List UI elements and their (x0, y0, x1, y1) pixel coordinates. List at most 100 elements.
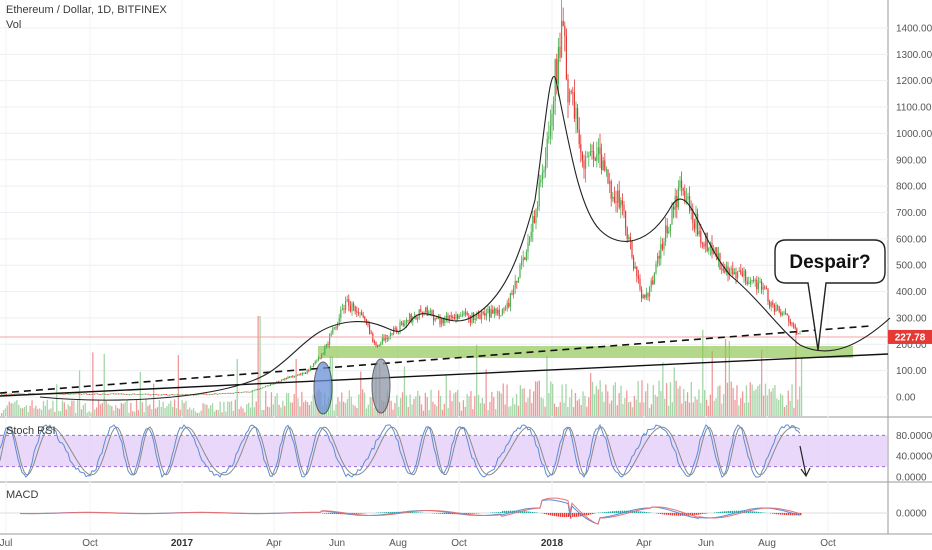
macd-histogram-bar (586, 513, 588, 516)
candle-body (781, 313, 783, 316)
volume-bar (721, 403, 723, 416)
candle-body (100, 394, 102, 395)
candle-body (367, 323, 369, 326)
candle-body (401, 322, 403, 324)
volume-bar (225, 411, 227, 416)
volume-bar (751, 384, 753, 416)
macd-histogram-bar (386, 512, 388, 513)
candle-body (298, 373, 300, 375)
candle-body (95, 393, 97, 395)
candle-body (293, 376, 295, 378)
candle-body (613, 196, 615, 202)
volume-bar (688, 402, 691, 416)
date-tick-label: Aug (758, 538, 776, 549)
candle-body (113, 393, 115, 395)
volume-bar (259, 316, 261, 416)
candle-body (337, 323, 339, 328)
macd-label: MACD (6, 489, 39, 501)
macd-histogram-bar (332, 513, 334, 514)
candle-body (596, 153, 598, 161)
candle-body (445, 315, 447, 318)
candle-body (706, 232, 708, 251)
candle-body (762, 287, 764, 290)
candle-body (738, 270, 740, 272)
candle-body (717, 253, 719, 260)
volume-bar (132, 411, 134, 416)
candle-body (761, 281, 763, 290)
volume-bar (732, 387, 734, 416)
candle-body (586, 156, 588, 158)
candle-body (593, 151, 595, 159)
volume-bar (373, 407, 375, 416)
macd-histogram-bar (354, 513, 356, 514)
candle-body (724, 270, 726, 273)
candle-body (402, 322, 404, 326)
macd-histogram-bar (778, 513, 780, 515)
volume-bar (422, 410, 425, 416)
candle-body (156, 394, 158, 395)
macd-histogram-bar (668, 513, 670, 516)
volume-bar (31, 400, 33, 416)
candle-body (4, 393, 6, 395)
candle-body (300, 373, 302, 375)
candle-body (391, 333, 393, 335)
volume-bar (346, 399, 349, 416)
candle-body (325, 344, 327, 346)
volume-bar (420, 404, 423, 416)
candle-body (599, 147, 601, 155)
candle-body (689, 196, 691, 211)
volume-bar (626, 390, 628, 416)
volume-bar (439, 395, 442, 416)
volume-bar (122, 403, 124, 416)
volume-bar (534, 381, 537, 416)
candle-body (351, 303, 353, 312)
volume-bar (571, 389, 573, 416)
candle-body (261, 387, 263, 389)
volume-bar (61, 400, 64, 416)
candle-body (292, 376, 294, 377)
macd-histogram-bar (728, 511, 730, 513)
volume-bar (476, 344, 478, 416)
candle-body (785, 312, 787, 315)
volume-bar (8, 401, 10, 416)
volume-bar (776, 398, 778, 416)
candle-body (429, 310, 431, 312)
candle-body (732, 268, 734, 275)
candle-body (529, 237, 531, 243)
candle-body (140, 394, 142, 396)
candle-body (439, 316, 441, 325)
volume-bar (745, 385, 748, 416)
macd-signal-line (19, 497, 801, 525)
volume-bar (698, 389, 700, 416)
candle-body (2, 393, 4, 395)
candle-body (157, 394, 159, 396)
volume-bar (289, 402, 292, 416)
candle-body (260, 388, 262, 390)
volume-bar (33, 408, 35, 416)
volume-bar (730, 381, 732, 416)
candle-body (7, 393, 9, 395)
volume-bar (18, 404, 20, 416)
volume-bar (671, 402, 673, 416)
candle-body (749, 281, 751, 284)
volume-bar (753, 390, 755, 416)
candle-body (457, 314, 459, 319)
candle-body (317, 357, 319, 361)
macd-histogram-bar (678, 513, 680, 516)
volume-bar (470, 391, 472, 416)
volume-bar (405, 395, 407, 416)
volume-bar (227, 401, 229, 416)
candle-body (663, 242, 665, 249)
candle-body (247, 391, 249, 393)
macd-histogram-bar (418, 512, 420, 513)
candle-body (204, 393, 206, 395)
candle-body (746, 281, 748, 285)
volume-bar (297, 398, 299, 416)
candle-body (573, 92, 575, 119)
volume-bar (78, 370, 81, 416)
volume-bar (156, 407, 159, 416)
candle-body (121, 393, 123, 395)
candle-body (23, 393, 25, 395)
candle-body (789, 322, 791, 324)
volume-bar (639, 402, 641, 416)
